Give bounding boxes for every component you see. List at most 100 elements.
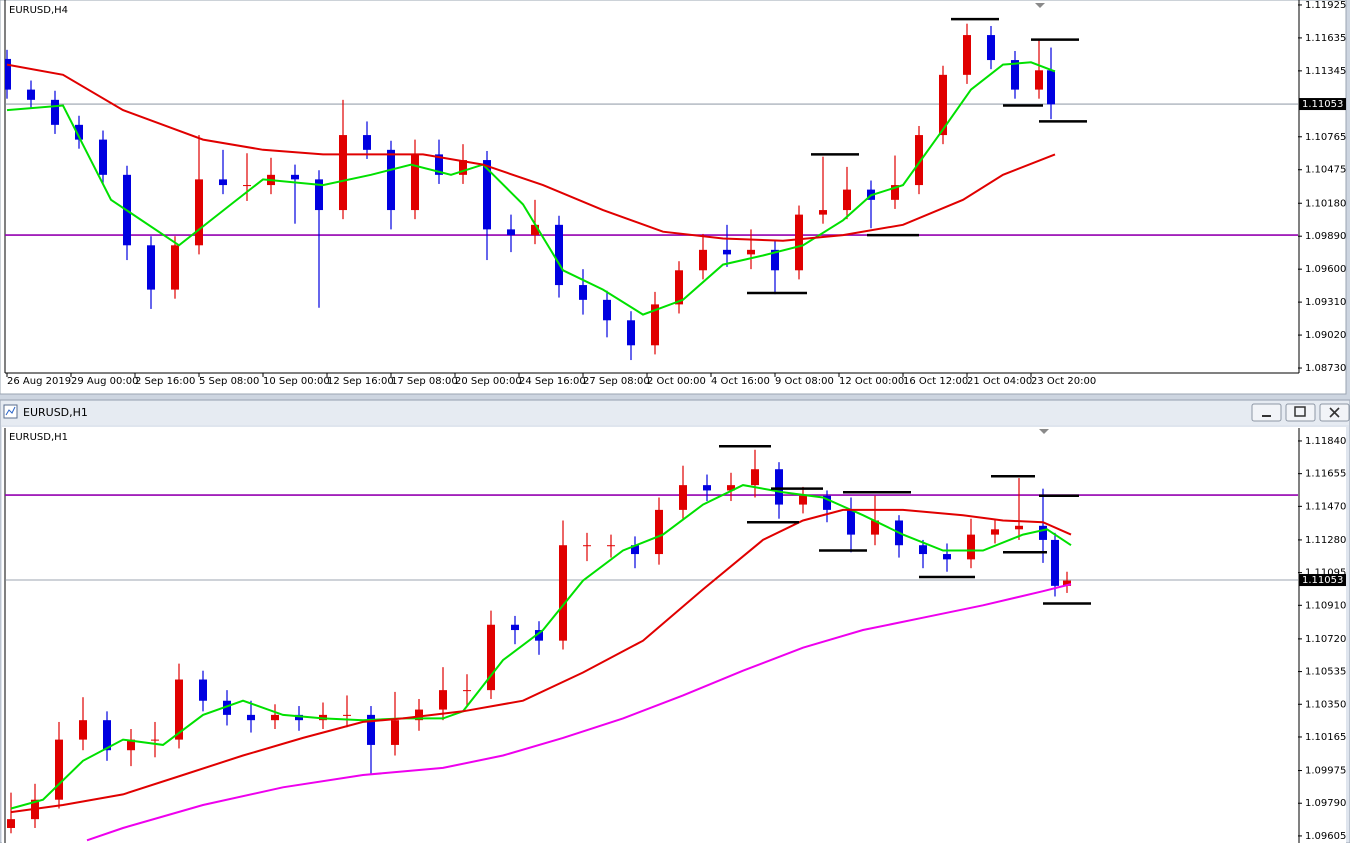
x-tick-label: 20 Sep 00:00 (455, 376, 522, 387)
y-tick-label: 1.11345 (1305, 66, 1346, 77)
candle-body (247, 714, 255, 721)
current-price-label: 1.11053 (1302, 575, 1343, 586)
y-tick-label: 1.10910 (1305, 600, 1346, 611)
moving-average-line (10, 484, 1072, 810)
candle-body (655, 509, 663, 555)
candle-body (271, 714, 279, 721)
candle-body (963, 35, 971, 75)
y-tick-label: 1.09310 (1305, 297, 1346, 308)
candle-body (939, 74, 947, 136)
candle-body (651, 304, 659, 346)
candle-body (699, 249, 707, 271)
candle-body (703, 485, 711, 491)
close-icon (1329, 407, 1340, 418)
candle-body (603, 299, 611, 321)
candle-body (843, 189, 851, 211)
shift-marker (1035, 3, 1045, 8)
x-tick-label: 10 Sep 00:00 (263, 376, 330, 387)
candle-body (1015, 525, 1023, 530)
candle-body (555, 224, 563, 286)
candle-body (487, 624, 495, 691)
candle-body (747, 249, 755, 255)
candle-body (823, 495, 831, 510)
moving-average-line (6, 63, 1056, 242)
minimize-button[interactable] (1251, 403, 1282, 422)
candle-body (915, 135, 923, 186)
candle-body (219, 179, 227, 186)
x-tick-label: 2 Oct 00:00 (647, 376, 706, 387)
candle-body (195, 179, 203, 246)
h4-chart-window (0, 0, 1347, 395)
x-tick-label: 2 Sep 16:00 (135, 376, 195, 387)
candle-body (315, 179, 323, 211)
candle-body (463, 690, 471, 692)
moving-average-line (86, 583, 1072, 842)
y-tick-label: 1.10475 (1305, 165, 1346, 176)
candle-body (775, 469, 783, 505)
x-tick-label: 17 Sep 08:00 (391, 376, 458, 387)
candle-body (5, 58, 11, 90)
candle-body (579, 285, 587, 300)
candle-body (679, 485, 687, 510)
candle-body (243, 185, 251, 187)
y-tick-label: 1.11925 (1305, 0, 1346, 11)
candle-body (7, 819, 15, 828)
candle-body (343, 714, 351, 716)
candle-body (151, 739, 159, 741)
current-price-box (1299, 98, 1346, 111)
candle-body (295, 714, 303, 721)
candle-body (507, 229, 515, 236)
candle-body (799, 495, 807, 505)
maximize-icon (1294, 406, 1306, 417)
candle-body (987, 35, 995, 61)
candle-body (723, 249, 731, 255)
x-tick-label: 29 Aug 00:00 (71, 376, 138, 387)
x-tick-label: 12 Oct 00:00 (839, 376, 904, 387)
y-tick-label: 1.09600 (1305, 264, 1346, 275)
h1-plot (5, 445, 1298, 842)
candle-body (871, 520, 879, 535)
candle-body (415, 709, 423, 721)
candle-body (891, 185, 899, 200)
x-tick-label: 4 Oct 16:00 (711, 376, 770, 387)
candle-body (535, 630, 543, 641)
candle-body (147, 245, 155, 290)
current-price-label: 1.11053 (1302, 99, 1343, 110)
y-tick-label: 1.09890 (1305, 231, 1346, 242)
y-tick-label: 1.11095 (1305, 568, 1346, 579)
candle-body (531, 224, 539, 236)
x-tick-label: 27 Sep 08:00 (583, 376, 650, 387)
candle-body (79, 720, 87, 740)
candle-body (771, 249, 779, 271)
y-tick-label: 1.10720 (1305, 634, 1346, 645)
candle-body (127, 739, 135, 751)
y-tick-label: 1.10180 (1305, 198, 1346, 209)
window-title-bar[interactable] (1, 401, 1349, 425)
moving-average-line (6, 61, 1056, 316)
chart-title: EURUSD,H1 (9, 432, 68, 443)
candle-body (1039, 525, 1047, 540)
candle-body (391, 720, 399, 745)
candle-body (1047, 70, 1055, 105)
h4-plot (5, 17, 1298, 361)
y-tick-label: 1.10535 (1305, 667, 1346, 678)
candle-body (411, 154, 419, 211)
y-tick-label: 1.10765 (1305, 132, 1346, 143)
candle-body (967, 534, 975, 560)
y-tick-label: 1.11470 (1305, 501, 1346, 512)
candle-body (727, 485, 735, 491)
candle-body (627, 320, 635, 346)
candle-body (387, 149, 395, 211)
candle-body (223, 700, 231, 715)
candle-body (847, 509, 855, 535)
y-tick-label: 1.11280 (1305, 535, 1346, 546)
chart-title: EURUSD,H4 (9, 5, 68, 16)
candle-body (199, 679, 207, 701)
maximize-button[interactable] (1285, 403, 1316, 422)
candle-body (435, 154, 443, 175)
y-tick-label: 1.08730 (1305, 363, 1346, 374)
candle-body (175, 679, 183, 740)
x-tick-label: 26 Aug 2019 (7, 376, 71, 387)
candle-body (1051, 539, 1059, 586)
